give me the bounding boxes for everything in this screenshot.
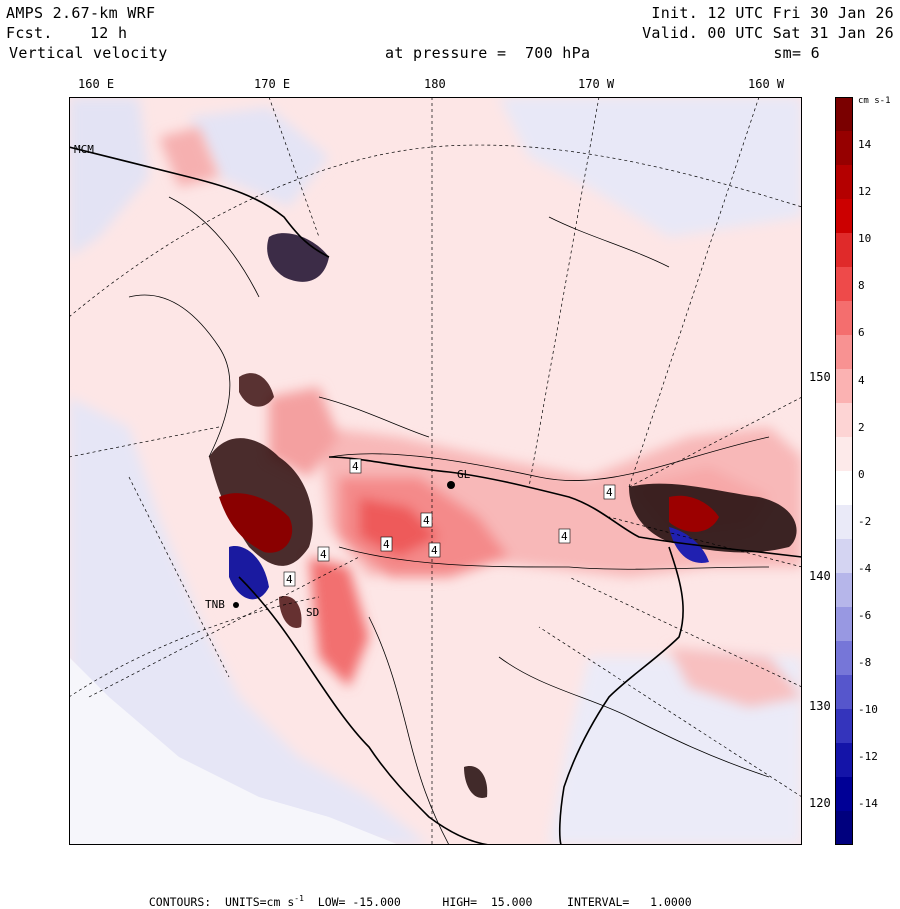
colorbar-segment [835,505,853,540]
contour-label-text: 4 [423,514,430,527]
contour-label: 4 [349,458,362,474]
colorbar-frame [835,97,853,845]
colorbar-tick-label: 4 [858,373,865,387]
colorbar-segment [835,97,853,132]
contour-low: LOW= -15.000 [317,894,401,909]
colorbar-tick-label: -10 [858,703,878,717]
valid-time: Valid. 00 UTC Sat 31 Jan 26 [642,24,894,42]
coastline [69,146,802,845]
vertical-velocity-map: 4 4 4 4 4 4 4 4 [69,97,802,845]
lon-label-170w: 170 W [578,77,615,91]
contour-label-text: 4 [320,548,327,561]
colorbar-segment [835,165,853,200]
colorbar-segment [835,573,853,608]
colorbar-tick-label: -14 [858,797,878,811]
colorbar-segment [835,777,853,812]
station-tnb-label: TNB [205,598,225,611]
colorbar-tick-label: -8 [858,656,872,670]
colorbar-tick-label: -2 [858,514,872,528]
colorbar-segment [835,335,853,370]
contour-high: HIGH= 15.000 [442,894,533,909]
lon-label-160e: 160 E [78,77,115,91]
contour-label: 4 [603,484,616,500]
colorbar-tick-label: 0 [858,467,865,481]
station-mcm-label: MCM [74,143,94,156]
map-frame [69,97,802,845]
colorbar-segment [835,233,853,268]
contour-label: 4 [558,528,571,544]
contour-label: 4 [428,542,441,558]
station-markers [233,481,455,608]
contour-label-text: 4 [431,544,438,557]
station-gl-dot [447,481,455,489]
colorbar-segment [835,403,853,438]
colorbar-tick-label: 6 [858,326,865,340]
colorbar-segment [835,675,853,710]
colorbar-tick-label: 10 [858,232,872,246]
colorbar-tick-label: 14 [858,138,872,151]
contour-label: 4 [317,546,330,562]
colorbar-tick-label: 8 [858,279,865,293]
colorbar-tick-label: 12 [858,185,872,199]
field-name: Vertical velocity [9,44,168,62]
colorbar [835,97,853,845]
contour-label-text: 4 [286,573,293,586]
contour-label: 4 [283,571,296,587]
pressure-level: at pressure = 700 hPa [385,44,591,62]
contour-label: 4 [420,512,433,528]
colorbar-segment [835,301,853,336]
colorbar-segment [835,199,853,234]
colorbar-segment [835,131,853,166]
lon-label-160w: 160 W [748,77,785,91]
contour-info: CONTOURS: UNITS=cm s-1 LOW= -15.000 HIGH… [135,880,692,909]
contour-interval: INTERVAL= 1.0000 [567,894,692,909]
smoothing: sm= 6 [773,44,820,62]
contour-label: 4 [380,536,393,552]
model-title: AMPS 2.67-km WRF [6,4,156,22]
contour-label-text: 4 [606,486,613,499]
contour-label-text: 4 [383,538,390,551]
contour-units: CONTOURS: UNITS=cm s [148,894,295,909]
forecast-hour: Fcst. 12 h [6,24,128,42]
weak-subsidence-areas [69,97,802,845]
init-time: Init. 12 UTC Fri 30 Jan 26 [651,4,894,22]
colorbar-segment [835,471,853,506]
colorbar-units: cm s-1 [858,96,891,106]
colorbar-tick-label: -6 [858,609,872,622]
colorbar-segment [835,607,853,642]
ice-shelf-area [69,657,399,845]
lon-label-170e: 170 E [254,77,291,91]
contour-units-exponent: -1 [294,894,304,903]
colorbar-segment [835,811,853,845]
colorbar-segment [835,743,853,778]
station-gl-label: GL [457,468,471,481]
station-sd-label: SD [306,606,320,619]
colorbar-tick-label: -4 [858,561,872,575]
colorbar-segment [835,641,853,676]
colorbar-tick-label: 2 [858,420,865,434]
colorbar-segment [835,539,853,574]
station-tnb-dot [233,602,239,608]
colorbar-tick-label: -12 [858,750,878,764]
colorbar-segment [835,709,853,744]
colorbar-segment [835,369,853,404]
contour-label-group: 4 4 4 4 4 4 4 4 [283,458,616,587]
lon-label-180: 180 [424,77,446,91]
graticule [69,97,802,845]
contour-label-text: 4 [561,530,568,543]
colorbar-segment [835,267,853,302]
contour-label-text: 4 [352,460,359,473]
contour-lines [128,196,770,845]
colorbar-segment [835,437,853,472]
